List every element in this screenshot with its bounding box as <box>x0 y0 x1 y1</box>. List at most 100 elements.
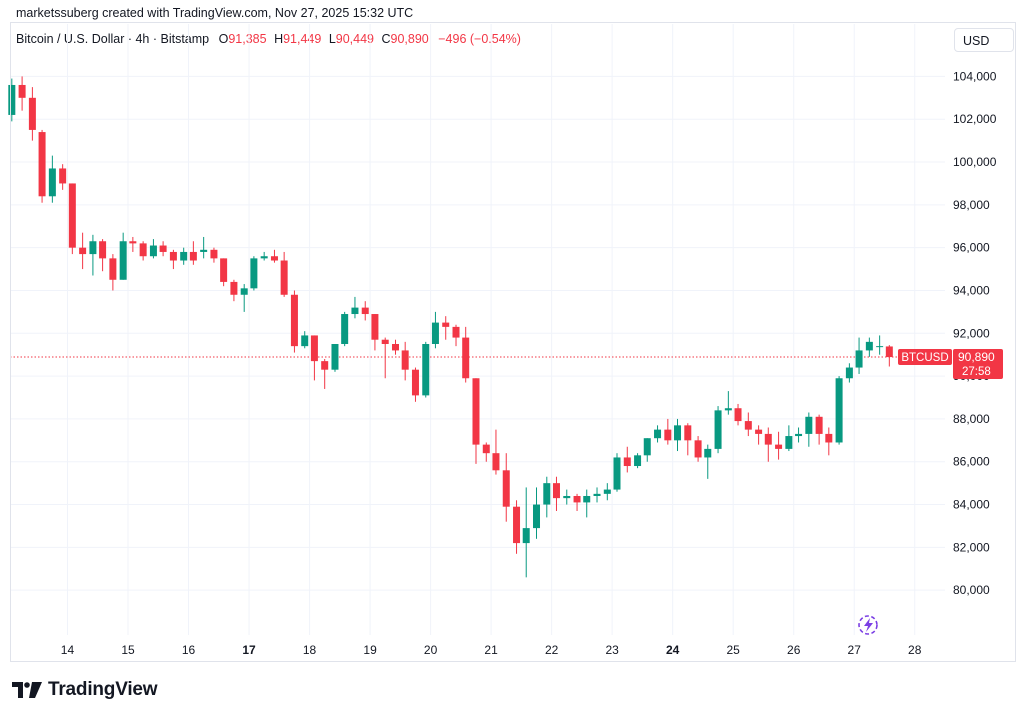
candle-down <box>381 337 389 379</box>
candle-body <box>543 483 551 505</box>
candle-down <box>361 301 369 321</box>
candle-down <box>38 129 46 203</box>
candle-up <box>563 489 571 505</box>
candle-body <box>583 495 591 503</box>
candle-down <box>371 314 379 351</box>
candle-body <box>734 408 742 422</box>
candle-down <box>482 442 490 462</box>
candle-body <box>744 421 752 430</box>
candle-body <box>442 322 450 327</box>
candle-body <box>310 335 318 362</box>
candle-body <box>845 367 853 379</box>
candle-body <box>28 97 36 130</box>
candle-body <box>815 416 823 434</box>
y-tick-label: 84,000 <box>953 498 990 512</box>
candle-body <box>8 84 16 115</box>
candle-body <box>563 495 571 499</box>
candle-up <box>240 284 248 312</box>
close-label: C <box>381 32 391 46</box>
candle-body <box>260 256 268 259</box>
candle-up <box>48 155 56 203</box>
candle-body <box>764 433 772 445</box>
candle-down <box>220 258 228 287</box>
candle-down <box>270 249 278 263</box>
x-tick-label: 26 <box>787 643 801 657</box>
candle-down <box>775 431 783 460</box>
candle-up <box>583 489 591 518</box>
candle-body <box>280 260 288 295</box>
candle-down <box>28 87 36 141</box>
candle-body <box>361 307 369 315</box>
price-change: −496 (−0.54%) <box>438 32 521 46</box>
candle-body <box>371 314 379 340</box>
candle-up <box>533 487 541 539</box>
x-tick-label: 16 <box>182 643 196 657</box>
chart-grid <box>10 24 945 635</box>
candle-down <box>129 236 137 252</box>
candle-down <box>825 427 833 456</box>
candle-body <box>89 241 97 255</box>
candle-down <box>79 232 87 270</box>
bar-countdown: 27:58 <box>962 366 991 378</box>
candle-up <box>119 232 127 280</box>
candle-down <box>99 239 107 272</box>
x-tick-label: 15 <box>121 643 135 657</box>
candle-up <box>795 427 803 443</box>
symbol-description[interactable]: Bitcoin / U.S. Dollar · 4h · Bitstamp <box>16 32 210 46</box>
candle-body <box>301 335 309 347</box>
candle-body <box>714 410 722 449</box>
candle-body <box>825 433 833 443</box>
candle-up <box>785 425 793 452</box>
candle-up <box>855 337 863 374</box>
candle-down <box>139 241 147 261</box>
candle-up <box>522 487 530 578</box>
candle-up <box>351 296 359 319</box>
candle-body <box>855 350 863 368</box>
chart-attribution: marketssuberg created with TradingView.c… <box>16 6 414 20</box>
x-tick-label: 21 <box>484 643 498 657</box>
time-axis[interactable]: 14 15 16 17 18 19 20 21 22 23 24 25 26 27 28 <box>61 643 922 657</box>
candle-body <box>613 457 621 490</box>
candle-up <box>845 363 853 383</box>
candle-up <box>865 337 873 357</box>
candle-body <box>38 132 46 197</box>
candle-body <box>139 243 147 257</box>
currency-button[interactable]: USD <box>954 28 1014 52</box>
price-axis[interactable]: 80,00082,00084,00086,00088,00090,00092,0… <box>953 69 997 597</box>
candle-down <box>502 453 510 522</box>
candle-down <box>552 476 560 511</box>
candle-body <box>79 247 87 255</box>
lightning-replay-icon[interactable] <box>858 615 878 635</box>
candle-down <box>68 183 76 255</box>
x-tick-label: 20 <box>424 643 438 657</box>
candle-body <box>391 344 399 351</box>
candle-down <box>452 324 460 347</box>
candle-down <box>310 335 318 381</box>
y-tick-label: 88,000 <box>953 412 990 426</box>
candle-body <box>805 416 813 434</box>
brand-logo[interactable]: TradingView <box>12 679 158 701</box>
candle-body <box>674 425 682 441</box>
candle-body <box>795 433 803 437</box>
candle-up <box>200 236 208 259</box>
candle-body <box>381 339 389 344</box>
tradingview-logo-icon <box>12 682 42 698</box>
candle-body <box>159 245 167 252</box>
candle-body <box>522 528 530 544</box>
candle-down <box>290 290 298 353</box>
symbol-tag: BTCUSD <box>901 352 948 364</box>
y-tick-label: 82,000 <box>953 540 990 554</box>
candle-down <box>664 418 672 445</box>
x-tick-label: 14 <box>61 643 75 657</box>
high-label: H <box>274 32 284 46</box>
candle-down <box>169 249 177 270</box>
candle-down <box>513 500 521 554</box>
candle-body <box>149 245 157 257</box>
candle-down <box>734 403 742 426</box>
candle-body <box>634 455 642 467</box>
candle-body <box>290 294 298 347</box>
candle-body <box>250 258 258 289</box>
candle-down <box>210 247 218 263</box>
candle-body <box>200 249 208 252</box>
